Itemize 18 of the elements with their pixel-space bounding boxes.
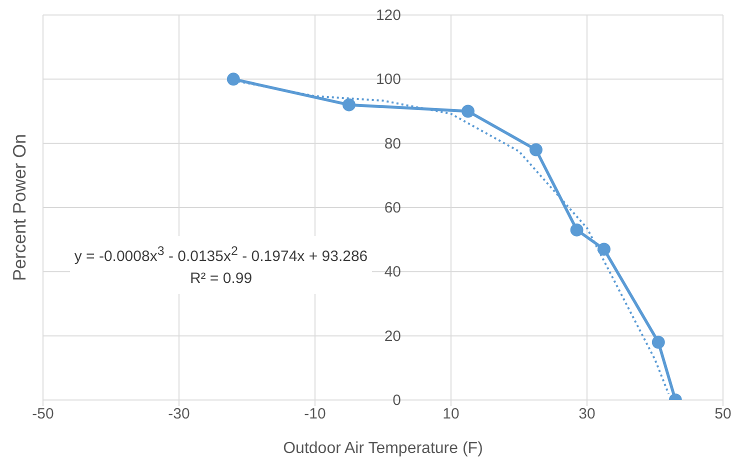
x-tick-label: 30 bbox=[578, 406, 596, 423]
x-tick-label: 50 bbox=[714, 406, 732, 423]
y-tick-label: 100 bbox=[376, 71, 401, 88]
y-tick-label: 0 bbox=[392, 392, 401, 409]
y-tick-label: 60 bbox=[384, 200, 401, 216]
x-axis-title: Outdoor Air Temperature (F) bbox=[283, 440, 483, 457]
y-axis-title: Percent Power On bbox=[9, 134, 30, 282]
x-tick-label: -50 bbox=[32, 406, 54, 423]
equation-box: y = -0.0008x$^{3}$ - 0.0135x$^{2}$ - 0.1974x + 93.286 R² = 0.99 bbox=[70, 236, 372, 294]
annotation: R² = 0.99 bbox=[188, 269, 254, 289]
x-tick-label: -10 bbox=[304, 406, 326, 423]
y-tick-label: 120 bbox=[376, 7, 401, 24]
y-tick-label: 40 bbox=[384, 264, 401, 281]
y-tick-label: 80 bbox=[384, 135, 401, 152]
x-tick-label: -30 bbox=[168, 406, 190, 423]
x-tick-label: 10 bbox=[442, 406, 460, 423]
y-tick-label: 20 bbox=[384, 328, 401, 345]
annotation: y = -0.0008x$^{3}$ - 0.0135x$^{2}$ - 0.1974x + 93.286 bbox=[73, 243, 369, 267]
